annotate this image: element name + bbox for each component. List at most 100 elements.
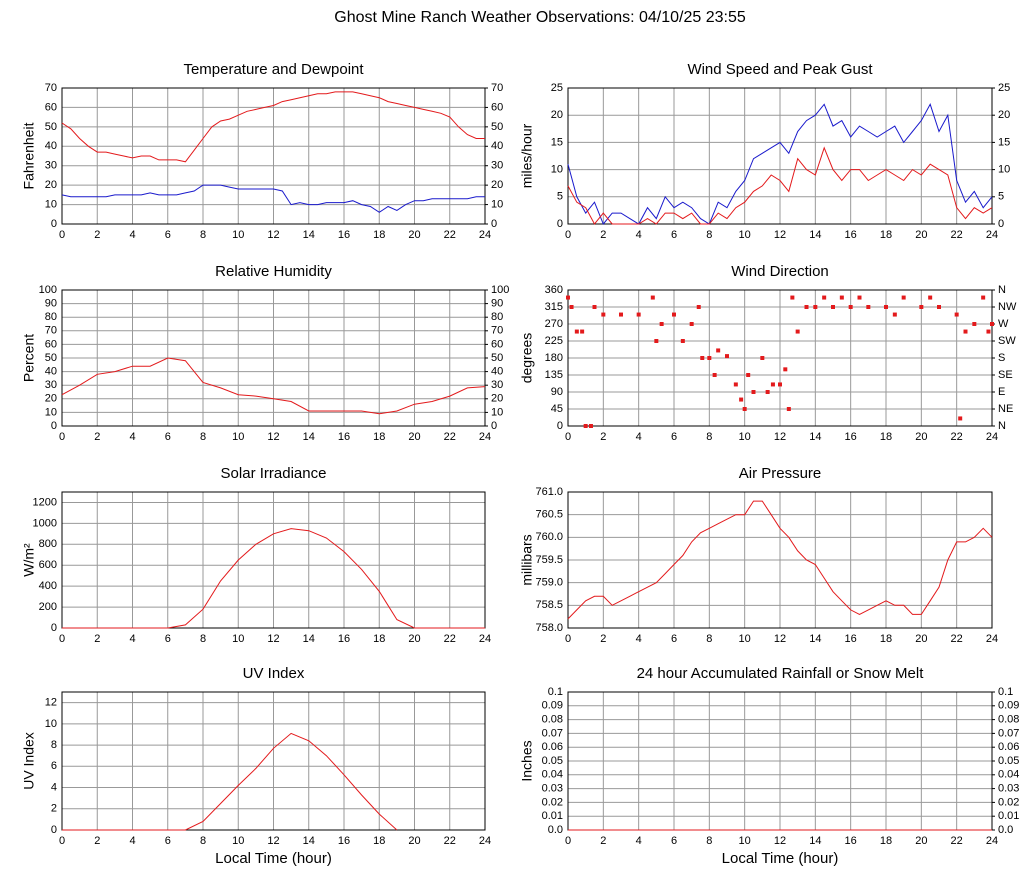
x-tick-label: 12 <box>267 835 279 847</box>
y2-tick-label: 10 <box>998 164 1010 176</box>
data-point <box>972 322 977 326</box>
y-tick-label: 761.0 <box>535 486 563 498</box>
x-tick-label: 22 <box>444 431 456 443</box>
y-tick-label: 360 <box>545 284 563 296</box>
y-tick-label: 270 <box>545 318 563 330</box>
y2-tick-label: NE <box>998 403 1013 415</box>
x-tick-label: 16 <box>338 633 350 645</box>
data-point <box>659 322 664 326</box>
data-point <box>619 312 623 317</box>
y-axis-label: degrees <box>519 333 535 384</box>
x-tick-label: 12 <box>774 431 786 443</box>
plot-frame <box>567 289 993 427</box>
data-point <box>574 329 579 334</box>
data-point <box>672 312 676 317</box>
y-axis-label: miles/hour <box>519 123 535 188</box>
data-point <box>783 367 788 372</box>
x-tick-label: 4 <box>636 229 642 241</box>
x-tick-label: 10 <box>232 229 244 241</box>
page-title: Ghost Mine Ranch Weather Observations: 0… <box>334 9 746 26</box>
x-tick-label: 8 <box>706 835 712 847</box>
chart-title: Wind Speed and Peak Gust <box>687 61 873 78</box>
y2-tick-label: 10 <box>491 406 503 418</box>
x-tick-label: 6 <box>165 633 171 645</box>
y-tick-label: 0 <box>51 420 57 432</box>
data-point <box>592 305 597 309</box>
data-point <box>986 329 991 334</box>
x-tick-label: 16 <box>845 229 857 241</box>
y2-tick-label: 0.03 <box>998 783 1019 795</box>
y-tick-label: 50 <box>45 121 57 133</box>
data-point <box>990 322 994 326</box>
y2-tick-label: 60 <box>491 338 503 350</box>
y-tick-label: 40 <box>45 366 57 378</box>
data-point <box>689 322 694 326</box>
x-tick-label: 20 <box>408 835 420 847</box>
x-tick-label: 22 <box>444 835 456 847</box>
y-tick-label: 135 <box>545 369 563 381</box>
y2-tick-label: SW <box>998 335 1016 347</box>
y-tick-label: 80 <box>45 311 57 323</box>
x-tick-label: 12 <box>774 633 786 645</box>
y2-tick-label: E <box>998 386 1005 398</box>
y-tick-label: 400 <box>39 580 57 592</box>
y-tick-label: 0.02 <box>542 796 563 808</box>
y-tick-label: 600 <box>39 559 57 571</box>
data-line <box>567 500 993 620</box>
data-point <box>954 312 959 317</box>
y2-tick-label: 25 <box>998 82 1010 94</box>
chart-title: 24 hour Accumulated Rainfall or Snow Mel… <box>637 665 925 682</box>
y-tick-label: 90 <box>551 386 563 398</box>
x-tick-label: 2 <box>94 229 100 241</box>
x-tick-label: 8 <box>200 835 206 847</box>
x-tick-label: 14 <box>303 633 315 645</box>
y2-tick-label: 0 <box>491 218 497 230</box>
x-tick-label: 18 <box>373 229 385 241</box>
y2-tick-label: 0.01 <box>998 810 1019 822</box>
y2-tick-label: N <box>998 420 1006 432</box>
y2-tick-label: 10 <box>491 198 503 210</box>
x-tick-label: 16 <box>338 431 350 443</box>
data-line <box>62 732 398 831</box>
data-point <box>813 305 818 309</box>
data-point <box>919 305 924 309</box>
y-tick-label: 20 <box>45 393 57 405</box>
x-tick-label: 14 <box>809 835 821 847</box>
chart-title: Solar Irradiance <box>221 465 327 482</box>
y-tick-label: 20 <box>45 179 57 191</box>
plot-frame <box>61 289 486 427</box>
y-tick-label: 25 <box>551 82 563 94</box>
x-tick-label: 24 <box>986 431 998 443</box>
data-point <box>790 295 795 300</box>
x-tick-label: 6 <box>671 431 677 443</box>
y2-tick-label: 5 <box>998 191 1004 203</box>
data-line <box>61 184 485 213</box>
data-point <box>650 295 655 300</box>
x-tick-label: 6 <box>165 229 171 241</box>
data-point <box>937 305 941 309</box>
y-tick-label: 758.5 <box>535 599 563 611</box>
x-tick-label: 10 <box>232 633 244 645</box>
x-tick-label: 0 <box>59 431 65 443</box>
plot-frame <box>567 491 993 629</box>
x-tick-label: 2 <box>600 229 606 241</box>
y-tick-label: 760.5 <box>535 509 563 521</box>
y-tick-label: 760.0 <box>535 531 563 543</box>
data-point <box>866 305 871 309</box>
data-point <box>601 312 606 317</box>
data-point <box>884 305 888 309</box>
x-tick-label: 18 <box>373 835 385 847</box>
y2-tick-label: S <box>998 352 1005 364</box>
y-tick-label: 0 <box>51 622 57 634</box>
y-tick-label: 10 <box>45 406 57 418</box>
x-axis-label: Local Time (hour) <box>215 850 332 867</box>
chart-title: Relative Humidity <box>215 263 332 280</box>
data-point <box>739 397 744 402</box>
plot-frame <box>61 491 486 629</box>
data-point <box>839 295 844 300</box>
x-tick-label: 2 <box>94 431 100 443</box>
x-tick-label: 0 <box>59 229 65 241</box>
y2-tick-label: 50 <box>491 352 503 364</box>
y-tick-label: 10 <box>551 164 563 176</box>
